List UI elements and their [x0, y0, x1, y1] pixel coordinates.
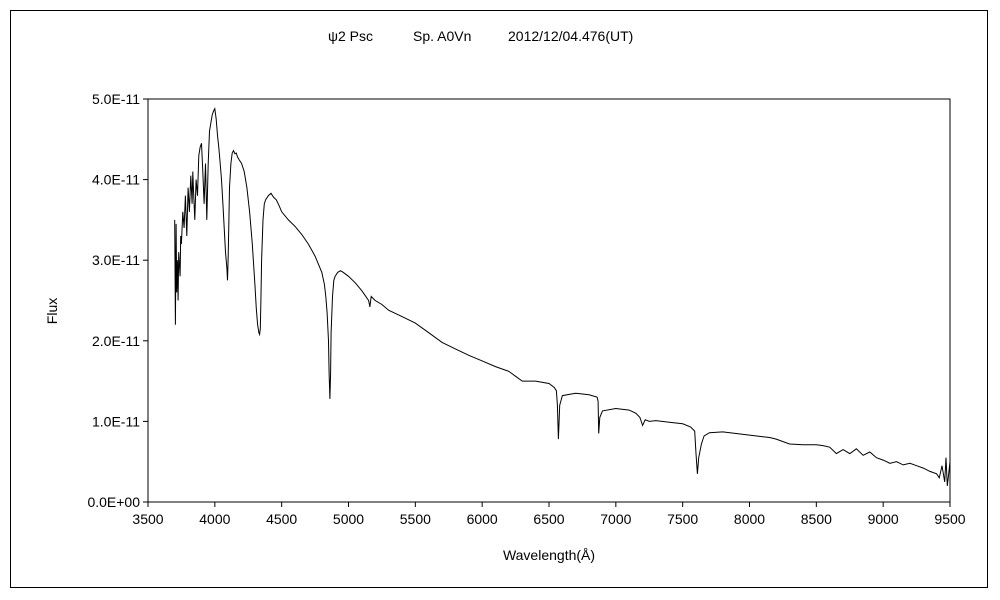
y-tick-label: 4.0E-11 [92, 172, 140, 188]
x-tick-label: 5000 [333, 511, 364, 527]
spectrum-chart: ψ2 Psc Sp. A0Vn 2012/12/04.476(UT) Wavel… [44, 28, 966, 563]
chart-frame: ψ2 Psc Sp. A0Vn 2012/12/04.476(UT) Wavel… [10, 10, 988, 588]
y-tick-label: 1.0E-11 [92, 413, 140, 429]
x-tick-label: 9500 [934, 511, 965, 527]
x-tick-label: 7000 [600, 511, 631, 527]
y-tick-label: 0.0E+00 [87, 494, 140, 510]
spectrum-line [174, 107, 951, 486]
x-tick-label: 8000 [734, 511, 765, 527]
x-tick-label: 6000 [467, 511, 498, 527]
x-tick-label: 9000 [868, 511, 899, 527]
y-tick-label: 2.0E-11 [92, 333, 140, 349]
chart-title-object: ψ2 Psc [328, 28, 373, 44]
x-axis-label: Wavelength(Å) [503, 547, 595, 563]
x-tick-label: 4500 [266, 511, 297, 527]
y-tick-label: 3.0E-11 [92, 252, 140, 268]
y-tick-label: 5.0E-11 [92, 91, 140, 107]
y-axis-label: Flux [44, 298, 60, 324]
x-tick-label: 5500 [400, 511, 431, 527]
chart-title-date: 2012/12/04.476(UT) [508, 28, 633, 44]
x-tick-label: 6500 [533, 511, 564, 527]
chart-title-spectral-type: Sp. A0Vn [413, 28, 471, 44]
plot-area [147, 98, 951, 503]
x-tick-label: 7500 [667, 511, 698, 527]
axis-ticks: 3500 4000 4500 5000 5500 6000 6500 7000 7500 8000… [87, 91, 965, 527]
series-layer [174, 107, 951, 486]
x-tick-label: 4000 [199, 511, 230, 527]
x-tick-label: 8500 [801, 511, 832, 527]
x-tick-label: 3500 [132, 511, 163, 527]
